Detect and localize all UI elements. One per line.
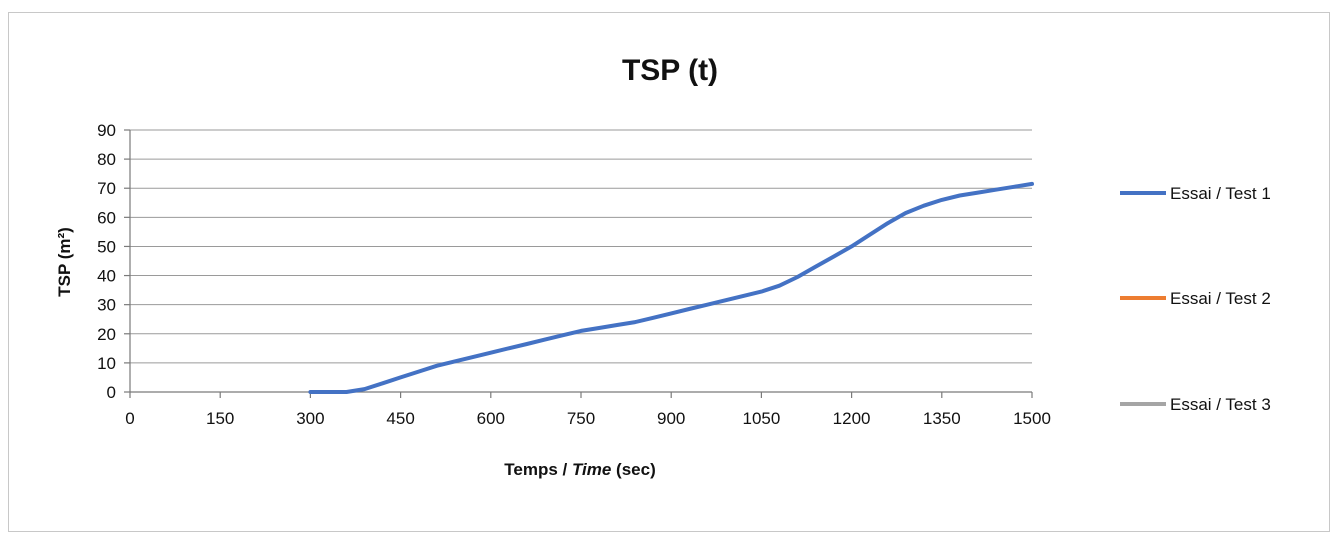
- x-tick-label: 600: [477, 409, 505, 428]
- x-axis-title-italic: Time: [572, 460, 611, 479]
- x-tick-label: 1200: [833, 409, 871, 428]
- x-tick-label: 1350: [923, 409, 961, 428]
- x-tick-label: 1050: [742, 409, 780, 428]
- x-tick-label: 900: [657, 409, 685, 428]
- x-axis-title-unit: (sec): [611, 460, 655, 479]
- y-tick-label: 20: [97, 325, 116, 344]
- grid-lines: [130, 129, 1032, 364]
- chart-title: TSP (t): [622, 54, 718, 87]
- y-tick-label: 80: [97, 150, 116, 169]
- x-axis-title: Temps / Time (sec): [504, 460, 656, 479]
- legend-label-2: Essai / Test 2: [1170, 289, 1271, 308]
- legend: Essai / Test 1 Essai / Test 2 Essai / Test…: [1120, 184, 1271, 414]
- x-tick-label: 450: [386, 409, 414, 428]
- x-tick-labels: 0 150 300 450 600 750 900 1050 1200 1350 1500: [125, 409, 1051, 428]
- y-axis-title: TSP (m²): [55, 227, 74, 297]
- y-tick-label: 90: [97, 121, 116, 140]
- series-line-1: [308, 181, 1034, 394]
- y-tick-label: 40: [97, 267, 116, 286]
- y-tick-label: 50: [97, 237, 116, 256]
- x-tick-label: 1500: [1013, 409, 1051, 428]
- y-tick-labels: 0 10 20 30 40 50 60 70 80 90: [97, 121, 116, 402]
- axes: [124, 129, 1033, 398]
- x-tick-label: 150: [206, 409, 234, 428]
- y-tick-label: 30: [97, 296, 116, 315]
- x-tick-label: 750: [567, 409, 595, 428]
- chart-frame: [8, 12, 1330, 532]
- y-tick-label: 60: [97, 208, 116, 227]
- legend-label-1: Essai / Test 1: [1170, 184, 1271, 203]
- x-axis-title-main: Temps /: [504, 460, 572, 479]
- x-tick-label: 0: [125, 409, 134, 428]
- series-lines: [308, 181, 1034, 394]
- legend-label-3: Essai / Test 3: [1170, 395, 1271, 414]
- y-tick-label: 10: [97, 354, 116, 373]
- y-tick-label: 70: [97, 179, 116, 198]
- y-tick-label: 0: [107, 383, 116, 402]
- x-tick-label: 300: [296, 409, 324, 428]
